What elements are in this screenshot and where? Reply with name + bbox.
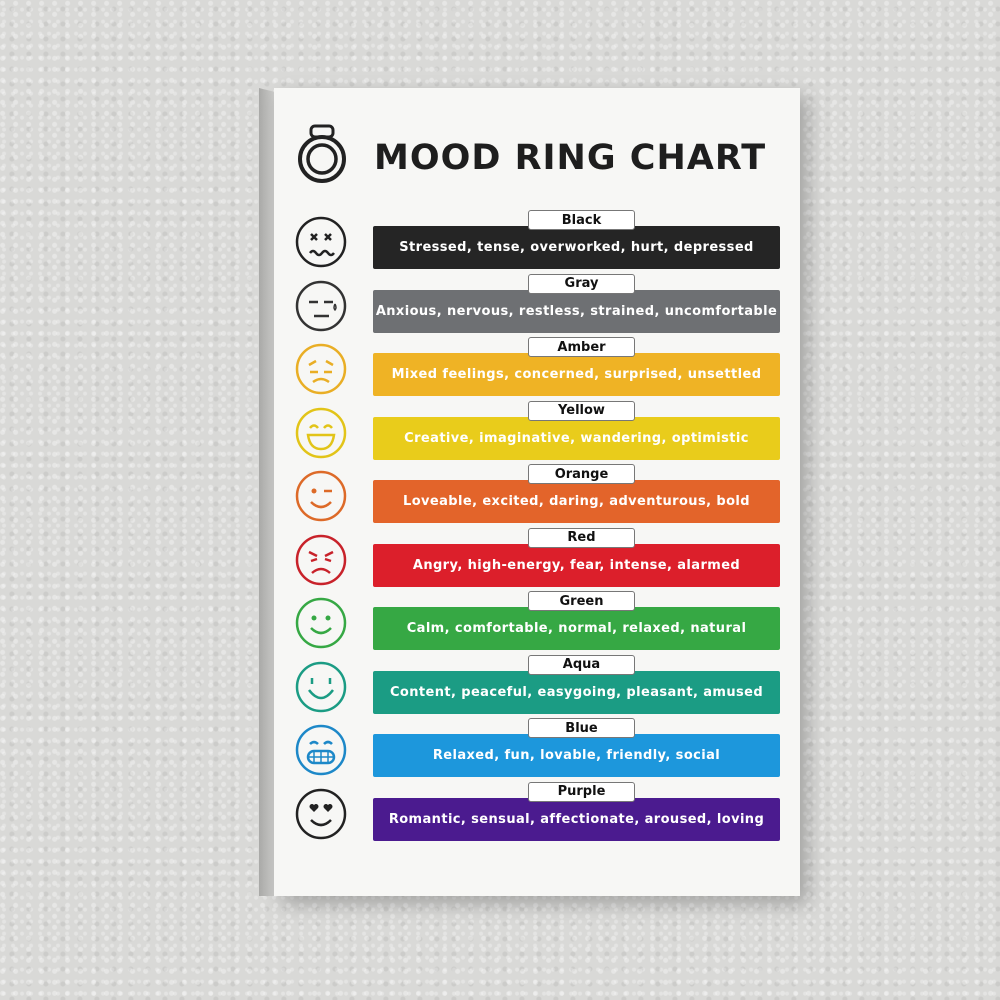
- mood-description: Content, peaceful, easygoing, pleasant, …: [389, 684, 764, 700]
- teeth-grin-face-icon: [295, 724, 347, 776]
- mood-description: Relaxed, fun, lovable, friendly, social: [432, 748, 721, 763]
- mood-row-purple: Romantic, sensual, affectionate, aroused…: [274, 781, 800, 842]
- mood-description: Calm, comfortable, normal, relaxed, natu…: [406, 621, 747, 636]
- mood-description: Stressed, tense, overworked, hurt, depre…: [399, 240, 754, 255]
- mood-row-aqua: Content, peaceful, easygoing, pleasant, …: [274, 654, 800, 715]
- mood-row-green: Calm, comfortable, normal, relaxed, natu…: [274, 591, 800, 651]
- mood-row-blue: Relaxed, fun, lovable, friendly, social …: [274, 718, 800, 778]
- mood-bar: Romantic, sensual, affectionate, aroused…: [373, 797, 780, 841]
- happy-face-icon: [295, 661, 347, 712]
- color-label: Purple: [528, 781, 635, 802]
- color-label: Red: [528, 527, 635, 548]
- color-label: Black: [528, 210, 635, 230]
- mood-bar: Relaxed, fun, lovable, friendly, social: [373, 734, 780, 777]
- poster-title: MOOD RING CHART: [374, 138, 767, 178]
- mood-description: Creative, imaginative, wandering, optimi…: [404, 430, 749, 446]
- mood-description: Loveable, excited, daring, adventurous, …: [403, 494, 750, 509]
- heart-eyes-face-icon: [295, 788, 347, 839]
- sweat-face-icon: [295, 280, 347, 331]
- mood-bar: Creative, imaginative, wandering, optimi…: [373, 416, 780, 460]
- color-label: Orange: [528, 464, 635, 484]
- mood-description: Angry, high-energy, fear, intense, alarm…: [412, 557, 741, 573]
- color-label: Blue: [528, 718, 635, 738]
- mood-bar: Loveable, excited, daring, adventurous, …: [373, 480, 780, 523]
- angry-face-icon: [295, 534, 347, 585]
- mood-bar: Content, peaceful, easygoing, pleasant, …: [373, 670, 780, 714]
- smile-face-icon: [295, 597, 347, 649]
- mood-description: Anxious, nervous, restless, strained, un…: [375, 303, 778, 319]
- mood-row-orange: Loveable, excited, daring, adventurous, …: [274, 464, 800, 524]
- mood-ring-poster: MOOD RING CHART Stressed, tense, overwor…: [274, 88, 800, 896]
- mood-row-yellow: Creative, imaginative, wandering, optimi…: [274, 400, 800, 461]
- color-label: Amber: [528, 337, 635, 357]
- mood-description: Mixed feelings, concerned, surprised, un…: [391, 367, 762, 382]
- mood-bar: Mixed feelings, concerned, surprised, un…: [373, 353, 780, 396]
- canvas-side-edge: [259, 88, 275, 896]
- color-label: Green: [528, 591, 635, 611]
- mood-description: Romantic, sensual, affectionate, aroused…: [388, 811, 765, 827]
- mood-bar: Angry, high-energy, fear, intense, alarm…: [373, 543, 780, 587]
- mood-row-black: Stressed, tense, overworked, hurt, depre…: [274, 210, 800, 270]
- mood-bar: Anxious, nervous, restless, strained, un…: [373, 289, 780, 333]
- mood-row-amber: Mixed feelings, concerned, surprised, un…: [274, 337, 800, 397]
- concerned-face-icon: [295, 343, 347, 395]
- mood-bar: Calm, comfortable, normal, relaxed, natu…: [373, 607, 780, 650]
- mood-bar: Stressed, tense, overworked, hurt, depre…: [373, 226, 780, 269]
- ring-icon: [298, 124, 346, 183]
- dizzy-face-icon: [295, 216, 347, 268]
- grin-face-icon: [295, 407, 347, 458]
- mood-row-red: Angry, high-energy, fear, intense, alarm…: [274, 527, 800, 588]
- color-label: Gray: [528, 273, 635, 294]
- mood-row-gray: Anxious, nervous, restless, strained, un…: [274, 273, 800, 334]
- color-label: Yellow: [528, 400, 635, 421]
- wink-face-icon: [295, 470, 347, 522]
- color-label: Aqua: [528, 654, 635, 675]
